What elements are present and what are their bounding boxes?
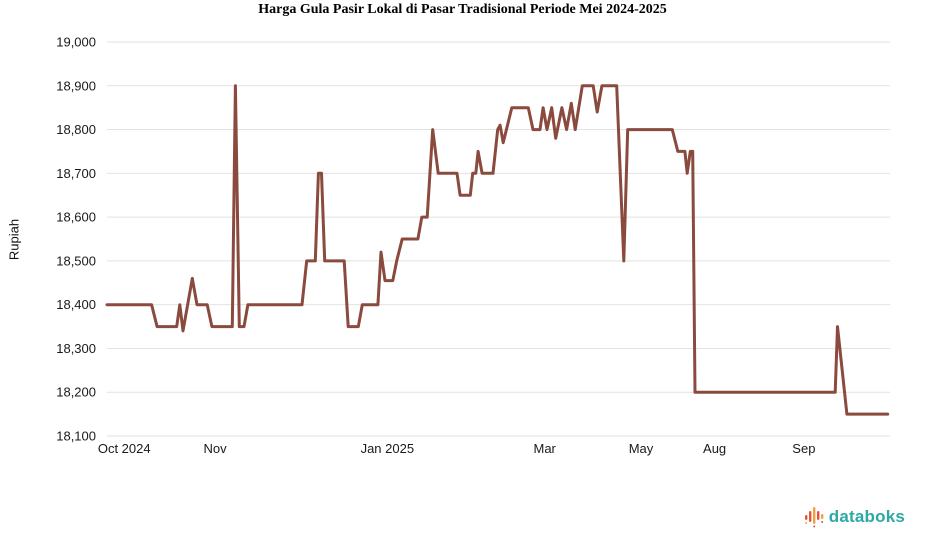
y-tick-label: 18,300 (56, 341, 96, 356)
databoks-logo: databoks (804, 506, 905, 528)
price-line-chart: 19,000 18,900 18,800 18,700 18,600 18,500 18,4… (56, 35, 890, 456)
x-tick-label: Jan 2025 (361, 441, 415, 456)
y-tick-label: 18,200 (56, 385, 96, 400)
y-tick-label: 18,100 (56, 429, 96, 444)
y-tick-label: 18,400 (56, 297, 96, 312)
x-tick-labels-group: Oct 2024 Nov Jan 2025 Mar May Aug Sep (98, 441, 816, 456)
gridlines-group (107, 41, 890, 437)
y-tick-labels-group: 19,000 18,900 18,800 18,700 18,600 18,500 18,4… (56, 35, 96, 444)
x-tick-label: Sep (792, 441, 815, 456)
chart-title: Harga Gula Pasir Lokal di Pasar Tradisio… (258, 2, 667, 17)
y-tick-label: 18,500 (56, 253, 96, 268)
y-tick-label: 19,000 (56, 35, 96, 50)
databoks-logo-icon (804, 507, 824, 528)
price-line-series (105, 84, 890, 416)
x-tick-label: May (629, 441, 654, 456)
y-tick-label: 18,900 (56, 78, 96, 93)
x-tick-label: Nov (203, 441, 227, 456)
y-tick-label: 18,700 (56, 166, 96, 181)
y-tick-label: 18,800 (56, 122, 96, 137)
x-tick-label: Oct 2024 (98, 441, 151, 456)
x-tick-label: Mar (534, 441, 557, 456)
x-tick-label: Aug (703, 441, 726, 456)
databoks-wordmark: databoks (828, 507, 905, 526)
y-tick-label: 18,600 (56, 210, 96, 225)
